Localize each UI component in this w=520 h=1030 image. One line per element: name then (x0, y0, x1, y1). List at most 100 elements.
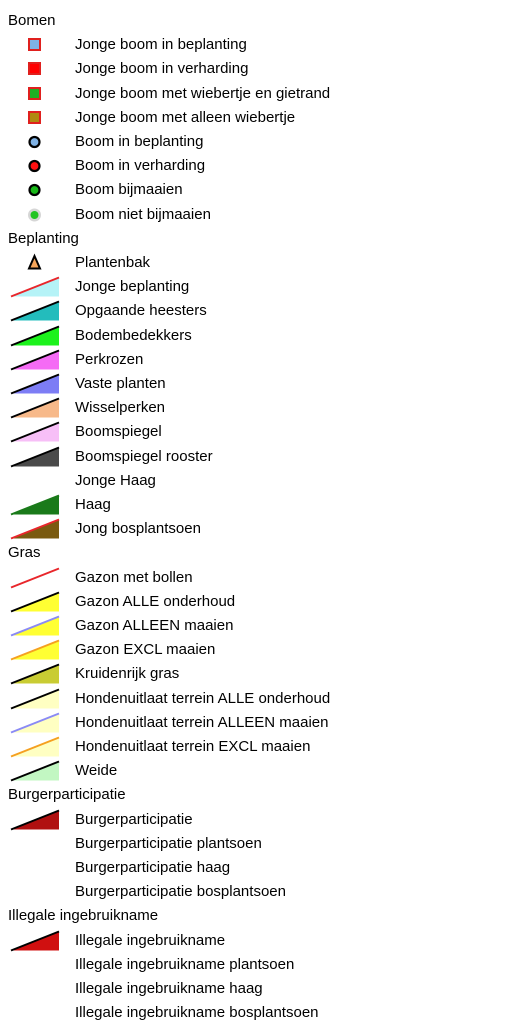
legend-item: Gazon ALLEEN maaien (0, 614, 520, 638)
legend-group-title: Illegale ingebruikname (8, 907, 159, 925)
legend-item: Opgaande heesters (0, 299, 520, 323)
area-swatch-icon (10, 930, 60, 952)
legend-item-label: Weide (75, 762, 118, 780)
legend-item: Illegale ingebruikname bosplantsoen (0, 1001, 520, 1025)
area-swatch-icon (10, 688, 60, 710)
legend-group-title: Burgerparticipatie (8, 786, 126, 804)
legend-item: Jonge boom in verharding (0, 57, 520, 81)
legend-item: Hondenuitlaat terrein ALLEEN maaien (0, 711, 520, 735)
legend-item: Gazon ALLE onderhoud (0, 590, 520, 614)
area-swatch-icon (10, 494, 60, 516)
legend-item-label: Gazon met bollen (75, 568, 193, 586)
legend-item: Gazon EXCL maaien (0, 638, 520, 662)
legend-item-label: Burgerparticipatie (75, 810, 193, 828)
legend-item-label: Plantenbak (75, 254, 151, 271)
legend-item-label: Kruidenrijk gras (75, 665, 180, 683)
circle-marker-icon (28, 135, 41, 149)
legend-item: Boomspiegel (0, 420, 520, 444)
legend-item: Jonge beplanting (0, 275, 520, 299)
legend-item: Burgerparticipatie haag (0, 856, 520, 880)
legend-item: Illegale ingebruikname (0, 929, 520, 953)
area-swatch-icon (10, 639, 60, 661)
legend-item: Boom in verharding (0, 154, 520, 178)
legend-item-label: Hondenuitlaat terrein ALLE onderhoud (75, 689, 331, 707)
legend-item-label: Jonge boom met wiebertje en gietrand (75, 84, 331, 102)
square-marker-icon (28, 86, 41, 100)
legend-item-label: Hondenuitlaat terrein EXCL maaien (75, 738, 311, 755)
legend-item: Jong bosplantsoen (0, 517, 520, 541)
area-swatch-icon (10, 373, 60, 395)
legend-item-label: Gazon ALLEEN maaien (75, 617, 234, 634)
legend-item-label: Boom niet bijmaaien (75, 205, 211, 223)
legend-item-label: Vaste planten (75, 375, 166, 392)
legend-item: Illegale ingebruikname haag (0, 977, 520, 1001)
legend-item: Bodembedekkers (0, 324, 520, 348)
legend-item-label: Boomspiegel (75, 423, 162, 441)
legend-item-label: Opgaande heesters (75, 302, 207, 320)
legend-item-label: Illegale ingebruikname haag (75, 980, 263, 997)
legend-item-label: Illegale ingebruikname (75, 931, 226, 949)
legend-item-label: Jonge boom met alleen wiebertje (75, 108, 296, 126)
area-swatch-icon (10, 615, 60, 637)
legend-item-label: Jong bosplantsoen (75, 520, 201, 538)
legend-item-label: Jonge beplanting (75, 278, 190, 296)
legend-group-title: Bomen (8, 12, 56, 29)
circle-marker-icon (28, 160, 41, 173)
legend-item: Burgerparticipatie bosplantsoen (0, 880, 520, 904)
legend-item: Boom bijmaaien (0, 178, 520, 202)
area-swatch-icon (10, 421, 60, 443)
circle-marker-icon (28, 208, 41, 222)
legend-item-label: Illegale ingebruikname plantsoen (75, 955, 295, 973)
legend-item-label: Boom bijmaaien (75, 181, 183, 199)
square-marker-icon (28, 62, 41, 76)
legend-item-label: Boomspiegel rooster (75, 447, 213, 465)
legend-item-label: Burgerparticipatie haag (75, 859, 231, 876)
square-marker-icon (28, 38, 41, 52)
legend-item: Boom niet bijmaaien (0, 203, 520, 227)
area-swatch-icon (10, 712, 60, 734)
legend-item-label: Gazon EXCL maaien (75, 641, 216, 659)
legend-item-label: Burgerparticipatie bosplantsoen (75, 883, 286, 901)
legend-item: Haag (0, 493, 520, 517)
legend-item: Kruidenrijk gras (0, 662, 520, 686)
legend-group-title: Beplanting (8, 229, 79, 247)
legend-item: Plantenbak (0, 251, 520, 275)
legend-item-label: Illegale ingebruikname bosplantsoen (75, 1004, 319, 1022)
legend-item-label: Wisselperken (75, 399, 166, 417)
area-swatch-icon (10, 349, 60, 371)
legend-item: Jonge boom in beplanting (0, 33, 520, 57)
legend-item: Jonge Haag (0, 469, 520, 493)
area-swatch-icon (10, 591, 60, 613)
legend-item: Wisselperken (0, 396, 520, 420)
area-swatch-icon (10, 518, 60, 540)
legend-item-label: Burgerparticipatie plantsoen (75, 834, 262, 852)
area-swatch-icon (10, 446, 60, 468)
legend-item-label: Boom in verharding (75, 157, 206, 175)
circle-marker-icon (28, 184, 41, 197)
legend-item-label: Haag (75, 496, 111, 513)
legend-item: Illegale ingebruikname plantsoen (0, 953, 520, 977)
legend-item-label: Jonge boom in verharding (75, 60, 249, 78)
legend-item: Hondenuitlaat terrein ALLE onderhoud (0, 687, 520, 711)
area-swatch-icon (10, 325, 60, 347)
legend-item-label: Boom in beplanting (75, 133, 204, 150)
area-swatch-icon (10, 397, 60, 419)
area-swatch-icon (10, 736, 60, 758)
legend-item: Perkrozen (0, 348, 520, 372)
legend-item-label: Jonge Haag (75, 471, 156, 489)
legend-item: Burgerparticipatie plantsoen (0, 832, 520, 856)
legend-item-label: Perkrozen (75, 350, 144, 368)
legend-item-label: Jonge boom in beplanting (75, 36, 247, 54)
legend-item: Boom in beplanting (0, 130, 520, 154)
legend-item: Gazon met bollen (0, 566, 520, 590)
area-swatch-icon (10, 276, 60, 298)
legend-item-label: Gazon ALLE onderhoud (75, 592, 236, 610)
area-swatch-icon (10, 809, 60, 831)
legend-item-label: Hondenuitlaat terrein ALLEEN maaien (75, 713, 329, 731)
legend-group-title: Gras (8, 544, 41, 562)
square-marker-icon (28, 110, 41, 124)
area-swatch-icon (10, 300, 60, 322)
legend-item: Jonge boom met wiebertje en gietrand (0, 82, 520, 106)
legend-item: Hondenuitlaat terrein EXCL maaien (0, 735, 520, 759)
area-swatch-icon (10, 760, 60, 782)
